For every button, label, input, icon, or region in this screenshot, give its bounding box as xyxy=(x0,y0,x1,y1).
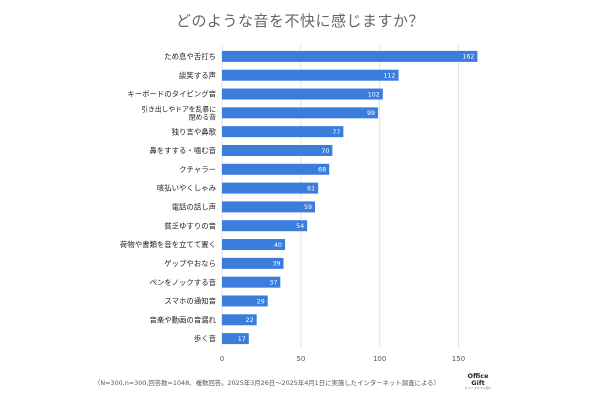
bar-value-label: 70 xyxy=(321,148,329,155)
office-gift-logo: Office Gift オフィスギフト調べ xyxy=(462,373,494,390)
bar-value-label: 54 xyxy=(296,223,304,230)
category-label-line: クチャラー xyxy=(179,165,216,174)
brand-line-1: Office xyxy=(467,372,489,380)
bar-value-label: 77 xyxy=(332,129,340,136)
category-label-line: 談笑する声 xyxy=(179,71,216,80)
bar xyxy=(222,333,249,345)
category-label: 歩く音 xyxy=(194,334,216,343)
category-label-line: 音楽や動画の音漏れ xyxy=(149,315,216,324)
bar xyxy=(222,220,308,232)
category-label: 荷物や書類を音を立てて置く xyxy=(120,240,216,249)
category-label-line: 電話の話し声 xyxy=(172,203,216,212)
bar-layer: 162 112 102 99 77 70 68 61 59 54 40 39 37 29 22 17 xyxy=(222,50,478,345)
category-label: 鼻をすする・噛む音 xyxy=(149,146,216,155)
category-label: 独り言や鼻歌 xyxy=(172,127,217,136)
x-axis-tick-layer: 0 50 100 150 xyxy=(220,355,465,363)
category-label: ゲップやおなら xyxy=(164,259,216,268)
category-label: 引き出しやドアを乱暴に閉める音 xyxy=(141,104,216,121)
bar xyxy=(222,144,333,156)
category-label-line: 貧乏ゆすりの音 xyxy=(164,221,216,230)
category-label: クチャラー xyxy=(179,165,216,174)
category-label: キーボードのタイピング音 xyxy=(127,90,216,99)
brand-sub: オフィスギフト調べ xyxy=(464,386,492,390)
bar-value-label: 112 xyxy=(384,73,396,80)
bar xyxy=(222,69,399,81)
bar-value-label: 61 xyxy=(307,185,315,192)
bar-value-label: 39 xyxy=(272,261,280,268)
bar xyxy=(222,50,478,62)
chart-title: どのような音を不快に感じますか？ xyxy=(175,12,424,30)
bar-value-label: 40 xyxy=(274,242,282,249)
bar-value-label: 102 xyxy=(368,91,380,98)
bar-value-label: 68 xyxy=(318,167,326,174)
category-label: 談笑する声 xyxy=(179,71,216,80)
x-tick-label: 0 xyxy=(220,355,224,363)
category-label-line: スマホの通知音 xyxy=(164,297,216,306)
bar xyxy=(222,201,316,213)
category-label-line: 独り言や鼻歌 xyxy=(172,127,217,136)
bar xyxy=(222,295,268,307)
bar-value-label: 22 xyxy=(246,317,254,324)
bar xyxy=(222,163,330,175)
x-tick-label: 50 xyxy=(296,355,305,363)
category-label-line: 咳払いやくしゃみ xyxy=(157,184,216,193)
category-label-layer: ため息や舌打ち談笑する声キーボードのタイピング音引き出しやドアを乱暴に閉める音独… xyxy=(120,52,217,343)
bar xyxy=(222,107,379,119)
survey-footnote: （N=300,n=300,回答数=1048、複数回答。2025年3月26日〜20… xyxy=(94,379,440,387)
bar xyxy=(222,88,383,100)
category-label-line: ペンをノックする音 xyxy=(150,278,216,287)
bar xyxy=(222,257,284,269)
x-tick-label: 150 xyxy=(452,355,465,363)
bar xyxy=(222,276,281,288)
category-label-line: キーボードのタイピング音 xyxy=(127,90,216,99)
bar xyxy=(222,314,257,326)
bar xyxy=(222,239,286,251)
bar-value-label: 17 xyxy=(238,336,246,343)
category-label: スマホの通知音 xyxy=(164,297,216,306)
bar-value-label: 37 xyxy=(269,279,277,286)
category-label: 貧乏ゆすりの音 xyxy=(164,221,216,230)
category-label: 咳払いやくしゃみ xyxy=(157,184,216,193)
category-label: 音楽や動画の音漏れ xyxy=(149,315,216,324)
category-label-line: 鼻をすする・噛む音 xyxy=(149,146,216,155)
category-label: 電話の話し声 xyxy=(172,203,216,212)
category-label-line: 引き出しやドアを乱暴に xyxy=(141,104,216,113)
bar xyxy=(222,182,319,194)
bar xyxy=(222,126,344,138)
category-label-line: 閉める音 xyxy=(189,112,216,121)
bar-value-label: 99 xyxy=(367,110,375,117)
category-label: ため息や舌打ち xyxy=(164,52,216,61)
bar-value-label: 59 xyxy=(304,204,312,211)
brand-line-2: Gift xyxy=(471,378,485,387)
category-label-line: 歩く音 xyxy=(194,334,216,343)
bar-value-label: 29 xyxy=(257,298,265,305)
bar-value-label: 162 xyxy=(462,54,474,61)
category-label: ペンをノックする音 xyxy=(150,278,216,287)
x-tick-label: 100 xyxy=(373,355,386,363)
category-label-line: 荷物や書類を音を立てて置く xyxy=(120,240,216,249)
category-label-line: ゲップやおなら xyxy=(164,259,216,268)
category-label-line: ため息や舌打ち xyxy=(164,52,216,61)
